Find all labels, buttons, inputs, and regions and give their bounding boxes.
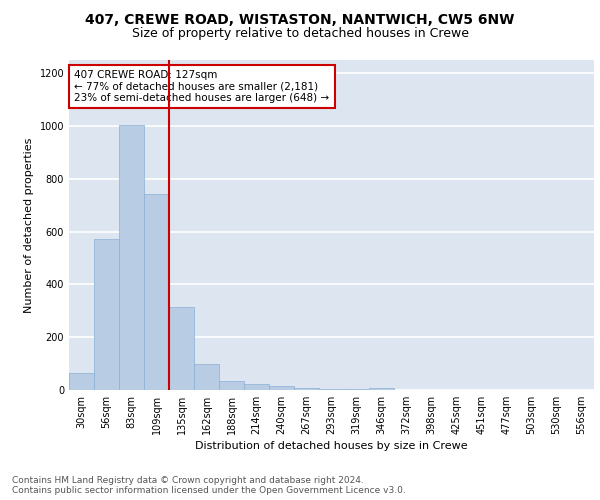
Bar	[144, 194, 169, 390]
Bar	[169, 307, 194, 390]
Bar	[294, 388, 319, 390]
Bar	[94, 239, 119, 390]
Bar	[69, 374, 94, 390]
Bar	[219, 381, 244, 390]
X-axis label: Distribution of detached houses by size in Crewe: Distribution of detached houses by size …	[195, 441, 468, 451]
Bar	[269, 386, 294, 390]
Bar	[194, 364, 219, 390]
Text: 407 CREWE ROAD: 127sqm
← 77% of detached houses are smaller (2,181)
23% of semi-: 407 CREWE ROAD: 127sqm ← 77% of detached…	[74, 70, 329, 103]
Text: Size of property relative to detached houses in Crewe: Size of property relative to detached ho…	[131, 28, 469, 40]
Bar	[244, 384, 269, 390]
Text: Contains HM Land Registry data © Crown copyright and database right 2024.
Contai: Contains HM Land Registry data © Crown c…	[12, 476, 406, 495]
Bar	[119, 125, 144, 390]
Text: 407, CREWE ROAD, WISTASTON, NANTWICH, CW5 6NW: 407, CREWE ROAD, WISTASTON, NANTWICH, CW…	[85, 12, 515, 26]
Y-axis label: Number of detached properties: Number of detached properties	[24, 138, 34, 312]
Bar	[369, 388, 394, 390]
